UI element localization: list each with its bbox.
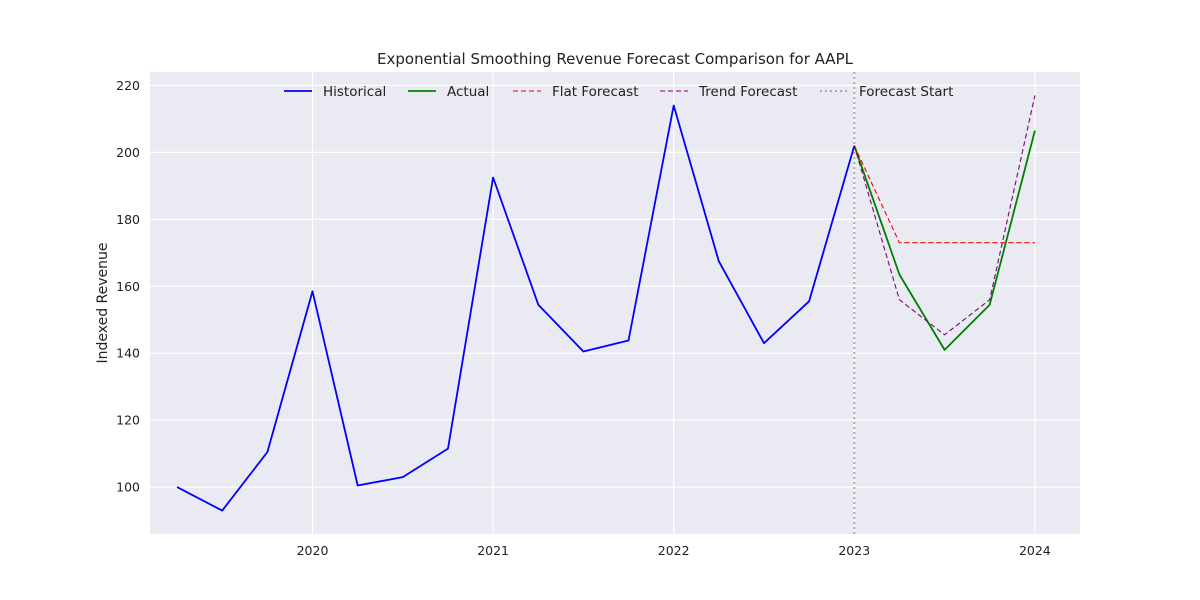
flat-forecast-legend-label: Flat Forecast (552, 84, 639, 100)
grid-lines (150, 72, 1080, 534)
y-tick-label: 180 (116, 212, 140, 227)
y-tick-label: 220 (116, 78, 140, 93)
x-tick-label: 2024 (1019, 543, 1051, 558)
series-lines (176, 95, 1036, 512)
trend-forecast-series-line (853, 95, 1036, 336)
trend-forecast-legend-label: Trend Forecast (698, 84, 797, 100)
plot-area (150, 72, 1080, 534)
y-tick-label: 160 (116, 279, 140, 294)
chart-title: Exponential Smoothing Revenue Forecast C… (377, 50, 854, 68)
flat-forecast-series-line (853, 145, 1035, 244)
x-axis-ticks: 2020 2021 2022 2023 2024 (297, 543, 1051, 558)
x-tick-label: 2020 (297, 543, 329, 558)
forecast-start-legend-label: Forecast Start (859, 84, 953, 100)
legend: Historical Actual Flat Forecast Trend Forec… (284, 84, 953, 100)
actual-legend-label: Actual (447, 84, 489, 100)
historical-legend-label: Historical (323, 84, 386, 100)
y-tick-label: 100 (116, 480, 140, 495)
historical-series-line (176, 104, 856, 512)
y-axis-ticks: 100 120 140 160 180 200 220 (116, 78, 140, 495)
y-tick-label: 120 (116, 413, 140, 428)
y-axis-title: Indexed Revenue (95, 242, 111, 363)
x-tick-label: 2021 (477, 543, 509, 558)
y-tick-label: 200 (116, 145, 140, 160)
y-tick-label: 140 (116, 346, 140, 361)
x-tick-label: 2022 (658, 543, 690, 558)
actual-series-line (853, 130, 1036, 351)
x-tick-label: 2023 (838, 543, 870, 558)
